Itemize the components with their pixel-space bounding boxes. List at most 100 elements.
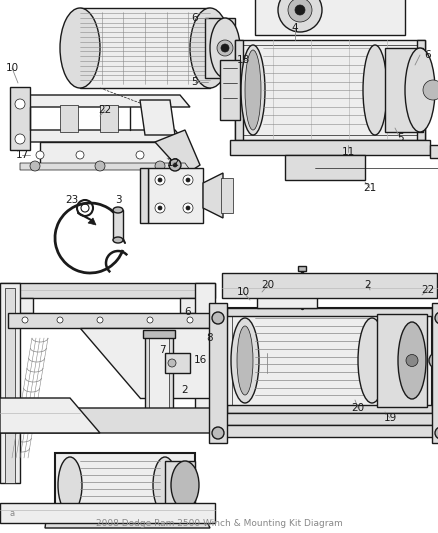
- Circle shape: [183, 203, 193, 213]
- Text: 7: 7: [159, 345, 165, 355]
- Circle shape: [155, 161, 165, 171]
- Circle shape: [406, 354, 418, 367]
- Circle shape: [136, 151, 144, 159]
- Ellipse shape: [405, 48, 435, 132]
- Circle shape: [423, 80, 438, 100]
- Bar: [235, 40, 243, 140]
- Ellipse shape: [60, 8, 100, 88]
- Circle shape: [429, 352, 438, 368]
- Circle shape: [435, 312, 438, 324]
- Ellipse shape: [58, 457, 82, 513]
- Bar: [0, 283, 20, 483]
- Text: 2008 Dodge Ram 2500 Winch & Mounting Kit Diagram: 2008 Dodge Ram 2500 Winch & Mounting Kit…: [95, 519, 343, 528]
- Circle shape: [155, 175, 165, 185]
- Bar: [180, 298, 210, 313]
- Ellipse shape: [241, 45, 265, 135]
- Text: 20: 20: [261, 280, 275, 290]
- Bar: [417, 40, 425, 140]
- Text: 6: 6: [192, 13, 198, 23]
- Polygon shape: [203, 173, 223, 218]
- Polygon shape: [10, 87, 30, 150]
- Circle shape: [15, 134, 25, 144]
- Ellipse shape: [210, 18, 240, 78]
- Text: 5: 5: [397, 133, 403, 143]
- Polygon shape: [0, 398, 100, 433]
- Ellipse shape: [237, 326, 253, 395]
- Polygon shape: [8, 313, 215, 328]
- Ellipse shape: [171, 461, 199, 509]
- Circle shape: [221, 44, 229, 52]
- Bar: [100, 105, 118, 132]
- Polygon shape: [40, 142, 175, 165]
- Text: 23: 23: [65, 195, 79, 205]
- Text: 22: 22: [421, 285, 434, 295]
- Bar: [3, 298, 33, 313]
- Circle shape: [187, 317, 193, 323]
- Ellipse shape: [113, 207, 123, 213]
- Bar: [195, 283, 215, 413]
- Bar: [432, 303, 438, 443]
- Ellipse shape: [363, 45, 387, 135]
- Circle shape: [168, 359, 176, 367]
- Bar: [165, 353, 190, 373]
- Circle shape: [22, 317, 28, 323]
- Ellipse shape: [245, 50, 261, 130]
- Bar: [55, 453, 195, 518]
- Bar: [149, 338, 169, 418]
- Polygon shape: [0, 408, 215, 433]
- Circle shape: [278, 0, 322, 32]
- Text: 8: 8: [207, 333, 213, 343]
- Polygon shape: [155, 130, 200, 175]
- Polygon shape: [15, 95, 190, 107]
- Text: 2: 2: [182, 385, 188, 395]
- Bar: [80, 8, 210, 88]
- Polygon shape: [45, 513, 210, 528]
- Text: 18: 18: [237, 55, 250, 65]
- Bar: [227, 308, 432, 413]
- Text: 10: 10: [237, 287, 250, 297]
- Circle shape: [97, 317, 103, 323]
- Bar: [235, 40, 425, 140]
- Bar: [227, 405, 432, 413]
- Circle shape: [57, 317, 63, 323]
- Bar: [257, 278, 317, 308]
- Bar: [148, 168, 203, 223]
- Bar: [209, 303, 227, 443]
- Polygon shape: [20, 163, 190, 170]
- Bar: [221, 178, 233, 213]
- Circle shape: [155, 203, 165, 213]
- Circle shape: [147, 317, 153, 323]
- Polygon shape: [88, 218, 96, 225]
- Bar: [222, 413, 437, 425]
- Text: 19: 19: [383, 413, 397, 423]
- Ellipse shape: [398, 322, 426, 399]
- Circle shape: [95, 161, 105, 171]
- Ellipse shape: [358, 318, 386, 403]
- Polygon shape: [0, 283, 215, 298]
- Circle shape: [158, 178, 162, 182]
- Circle shape: [295, 5, 305, 15]
- Bar: [145, 333, 173, 423]
- Text: 4: 4: [292, 23, 298, 33]
- Bar: [285, 155, 365, 180]
- Text: 21: 21: [364, 183, 377, 193]
- Bar: [143, 330, 175, 338]
- Bar: [377, 314, 427, 407]
- Bar: [222, 425, 437, 437]
- Circle shape: [36, 151, 44, 159]
- Text: 5: 5: [192, 77, 198, 87]
- Polygon shape: [80, 328, 215, 398]
- Text: 12: 12: [166, 158, 180, 168]
- Circle shape: [212, 312, 224, 324]
- Bar: [220, 60, 240, 120]
- Circle shape: [76, 151, 84, 159]
- Circle shape: [30, 161, 40, 171]
- Bar: [232, 313, 427, 408]
- Ellipse shape: [231, 318, 259, 403]
- Bar: [205, 18, 235, 78]
- Text: 16: 16: [193, 355, 207, 365]
- Circle shape: [173, 163, 177, 167]
- Bar: [385, 48, 423, 132]
- Circle shape: [186, 178, 190, 182]
- Circle shape: [212, 427, 224, 439]
